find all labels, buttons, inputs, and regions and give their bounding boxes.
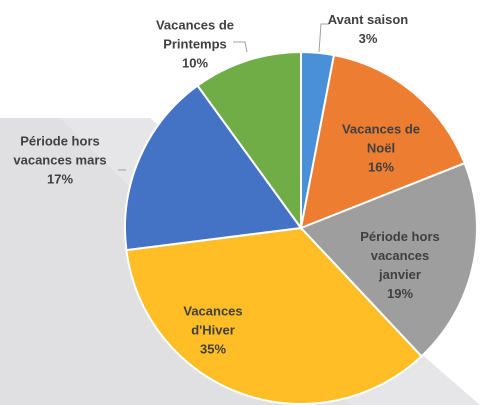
value-label: 10% [181, 55, 209, 71]
category-label: Période hors vacances mars [13, 133, 107, 168]
data-label: Période hors vacances mars 17% [3, 132, 118, 189]
category-label: Vacances d'Hiver [183, 303, 243, 338]
category-label: Période hors vacances janvier [360, 229, 440, 282]
pie-slice [124, 84, 303, 252]
pie-slice [125, 226, 423, 405]
pie-slice [196, 50, 302, 232]
data-label: Vacances d'Hiver 35% [176, 302, 251, 359]
category-label: Vacances de Noël [341, 121, 421, 156]
category-label: Vacances de Printemps [155, 17, 235, 52]
pie [124, 50, 478, 405]
data-label: Période hors vacances janvier 19% [350, 227, 450, 303]
leader-line [233, 41, 248, 53]
pie-slice [299, 161, 478, 358]
value-label: 3% [358, 31, 378, 46]
value-label: 19% [386, 286, 414, 301]
data-label: Vacances de Printemps 10% [148, 16, 243, 73]
leader-line [318, 23, 329, 53]
value-label: 16% [367, 159, 395, 175]
data-label: Avant saison 3% [313, 10, 423, 48]
category-label: Avant saison [327, 12, 409, 27]
pie-slice [299, 53, 466, 230]
leader-lines [118, 23, 329, 171]
value-label: 17% [46, 171, 74, 187]
data-label: Vacances de Noël 16% [334, 120, 429, 177]
value-label: 35% [199, 341, 227, 357]
